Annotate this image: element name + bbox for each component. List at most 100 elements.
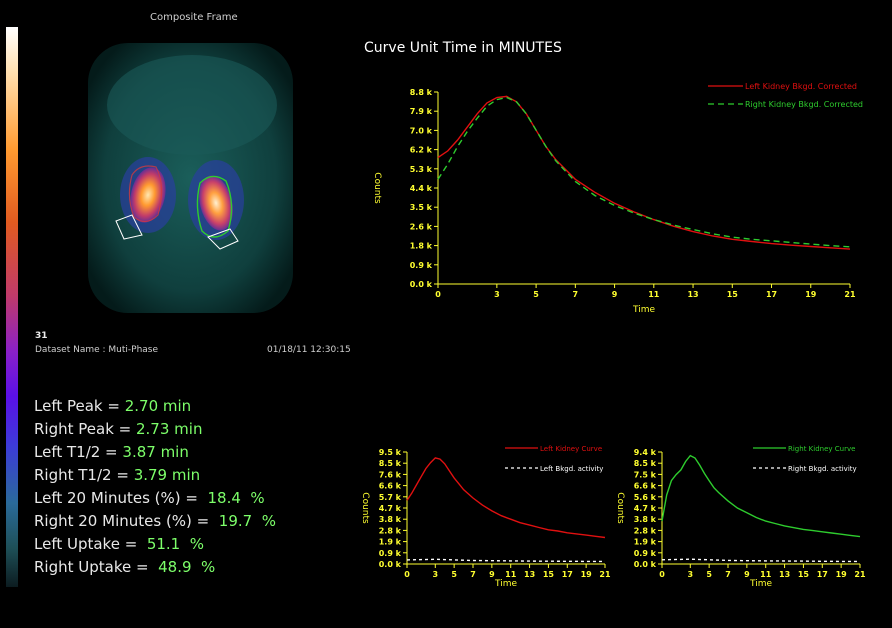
left-chart-y-tick-label: 3.8 k bbox=[379, 515, 402, 524]
left-chart-x-tick-label: 9 bbox=[489, 570, 495, 579]
main-chart-y-tick-label: 4.4 k bbox=[410, 184, 433, 193]
left-chart-x-tick-label: 3 bbox=[432, 570, 438, 579]
right-chart-y-tick-label: 4.7 k bbox=[634, 504, 657, 513]
main-chart-y-tick-label: 2.6 k bbox=[410, 222, 433, 231]
main-chart-x-axis-label: Time bbox=[632, 305, 655, 315]
composite-frame-title: Composite Frame bbox=[150, 12, 238, 23]
left-chart-legend-label-0: Left Kidney Curve bbox=[540, 445, 602, 453]
right-chart-y-tick-label: 3.8 k bbox=[634, 515, 657, 524]
stat-left-peak: Left Peak = 2.70 min bbox=[34, 397, 192, 415]
left-chart-y-tick-label: 7.6 k bbox=[379, 470, 402, 479]
right-chart-x-tick-label: 0 bbox=[659, 570, 665, 579]
stat-right-peak: Right Peak = 2.73 min bbox=[34, 420, 203, 438]
left-chart-x-tick-label: 0 bbox=[404, 570, 410, 579]
stat-right-20-min: Right 20 Minutes (%) = 19.7 % bbox=[34, 512, 276, 530]
main-chart-legend-label-1: Right Kidney Bkgd. Corrected bbox=[745, 100, 863, 109]
left-chart-y-tick-label: 1.9 k bbox=[379, 538, 402, 547]
main-chart-x-tick-label: 9 bbox=[612, 290, 618, 299]
right-chart-x-tick-label: 17 bbox=[817, 570, 828, 579]
main-chart-series-0-line bbox=[437, 95, 851, 250]
main-chart-y-tick-label: 0.9 k bbox=[410, 261, 433, 270]
right-chart-x-tick-label: 7 bbox=[725, 570, 731, 579]
right-chart-y-tick-label: 5.6 k bbox=[634, 493, 657, 502]
right-chart-y-tick-label: 0.0 k bbox=[634, 560, 657, 569]
main-chart-y-tick-label: 7.9 k bbox=[410, 107, 433, 116]
left-chart-series-0-line bbox=[406, 457, 606, 539]
main-chart-y-tick-label: 6.2 k bbox=[410, 146, 433, 155]
main-chart-x-tick-label: 21 bbox=[844, 290, 856, 299]
right-chart-y-axis-label: Counts bbox=[615, 492, 625, 524]
right-chart-y-tick-label: 0.9 k bbox=[634, 549, 657, 558]
dataset-name: Dataset Name : Muti-Phase bbox=[35, 345, 159, 355]
right-chart-y-tick-label: 7.5 k bbox=[634, 470, 657, 479]
right-chart-x-tick-label: 5 bbox=[706, 570, 712, 579]
right-chart-legend-label-0: Right Kidney Curve bbox=[788, 445, 855, 453]
main-chart-y-tick-label: 7.0 k bbox=[410, 126, 433, 135]
main-chart-y-tick-label: 3.5 k bbox=[410, 203, 433, 212]
stat-right-uptake: Right Uptake = 48.9 % bbox=[34, 558, 216, 576]
left-chart-y-axis-label: Counts bbox=[360, 492, 370, 524]
right-chart-x-tick-label: 11 bbox=[760, 570, 772, 579]
main-chart-title: Curve Unit Time in MINUTES bbox=[364, 40, 562, 56]
stat-left-20-min: Left 20 Minutes (%) = 18.4 % bbox=[34, 489, 265, 507]
left-chart-x-tick-label: 13 bbox=[524, 570, 535, 579]
right-chart-legend-label-1: Right Bkgd. activity bbox=[788, 465, 857, 473]
main-chart-y-tick-label: 1.8 k bbox=[410, 242, 433, 251]
acquisition-datetime: 01/18/11 12:30:15 bbox=[267, 345, 351, 355]
main-chart-x-tick-label: 11 bbox=[648, 290, 660, 299]
left-chart-x-tick-label: 15 bbox=[543, 570, 555, 579]
main-chart-x-tick-label: 5 bbox=[533, 290, 539, 299]
left-chart-series-1-line bbox=[406, 558, 605, 563]
left-chart-y-tick-label: 0.9 k bbox=[379, 549, 402, 558]
right-chart-x-tick-label: 9 bbox=[744, 570, 750, 579]
left-chart-x-tick-label: 7 bbox=[470, 570, 476, 579]
right-chart-y-tick-label: 1.9 k bbox=[634, 538, 657, 547]
left-chart-x-tick-label: 17 bbox=[562, 570, 573, 579]
left-kidney-chart: 0.0 k 0.9 k 1.9 k 2.8 k 3.8 k 4.7 k 5.7 k 6.6 k… bbox=[360, 445, 611, 589]
right-chart-x-tick-label: 19 bbox=[836, 570, 848, 579]
color-scale-bar bbox=[6, 27, 18, 587]
left-chart-y-tick-label: 9.5 k bbox=[379, 448, 402, 457]
left-chart-y-tick-label: 2.8 k bbox=[379, 526, 402, 535]
right-chart-series-1-line bbox=[661, 558, 860, 563]
main-chart-y-tick-label: 5.3 k bbox=[410, 165, 433, 174]
right-chart-y-tick-label: 6.6 k bbox=[634, 482, 657, 491]
left-chart-y-tick-label: 4.7 k bbox=[379, 504, 402, 513]
left-chart-y-tick-label: 5.7 k bbox=[379, 493, 402, 502]
frame-number: 31 bbox=[35, 331, 48, 341]
right-chart-y-tick-label: 9.4 k bbox=[634, 448, 657, 457]
main-chart-x-tick-label: 19 bbox=[805, 290, 817, 299]
stat-left-uptake: Left Uptake = 51.1 % bbox=[34, 535, 205, 553]
right-chart-x-tick-label: 15 bbox=[798, 570, 810, 579]
main-chart-x-tick-label: 3 bbox=[494, 290, 500, 299]
right-chart-x-tick-label: 3 bbox=[687, 570, 693, 579]
main-chart-legend-label-0: Left Kidney Bkgd. Corrected bbox=[745, 82, 857, 91]
main-chart-y-tick-label: 0.0 k bbox=[410, 280, 433, 289]
main-chart-x-tick-label: 7 bbox=[573, 290, 579, 299]
right-chart-x-tick-label: 13 bbox=[779, 570, 790, 579]
stat-right-t-half: Right T1/2 = 3.79 min bbox=[34, 466, 201, 484]
left-chart-legend-label-1: Left Bkgd. activity bbox=[540, 465, 603, 473]
composite-frame-image bbox=[88, 43, 293, 313]
main-chart-y-tick-label: 8.8 k bbox=[410, 88, 433, 97]
left-chart-x-tick-label: 11 bbox=[505, 570, 517, 579]
right-chart-y-tick-label: 8.5 k bbox=[634, 459, 657, 468]
left-chart-x-tick-label: 5 bbox=[451, 570, 457, 579]
main-chart-x-tick-label: 13 bbox=[687, 290, 698, 299]
left-chart-x-tick-label: 19 bbox=[581, 570, 593, 579]
right-chart-x-axis-label: Time bbox=[749, 579, 772, 589]
stat-left-t-half: Left T1/2 = 3.87 min bbox=[34, 443, 189, 461]
right-chart-y-tick-label: 2.8 k bbox=[634, 526, 657, 535]
right-kidney-chart: 0.0 k 0.9 k 1.9 k 2.8 k 3.8 k 4.7 k 5.6 k 6.6 k… bbox=[615, 445, 866, 589]
right-chart-x-tick-label: 21 bbox=[854, 570, 866, 579]
left-chart-y-tick-label: 8.5 k bbox=[379, 459, 402, 468]
left-chart-y-tick-label: 0.0 k bbox=[379, 560, 402, 569]
main-renogram-chart: 0.0 k 0.9 k 1.8 k 2.6 k 3.5 k 4.4 k 5.3 k 6.2 k… bbox=[372, 82, 863, 315]
left-chart-y-tick-label: 6.6 k bbox=[379, 482, 402, 491]
right-chart-series-0-line bbox=[661, 454, 861, 538]
left-chart-x-tick-label: 21 bbox=[599, 570, 611, 579]
left-chart-x-axis-label: Time bbox=[494, 579, 517, 589]
main-chart-series-1-line bbox=[437, 96, 851, 248]
main-chart-x-tick-label: 17 bbox=[766, 290, 777, 299]
main-chart-y-axis-label: Counts bbox=[372, 172, 382, 204]
